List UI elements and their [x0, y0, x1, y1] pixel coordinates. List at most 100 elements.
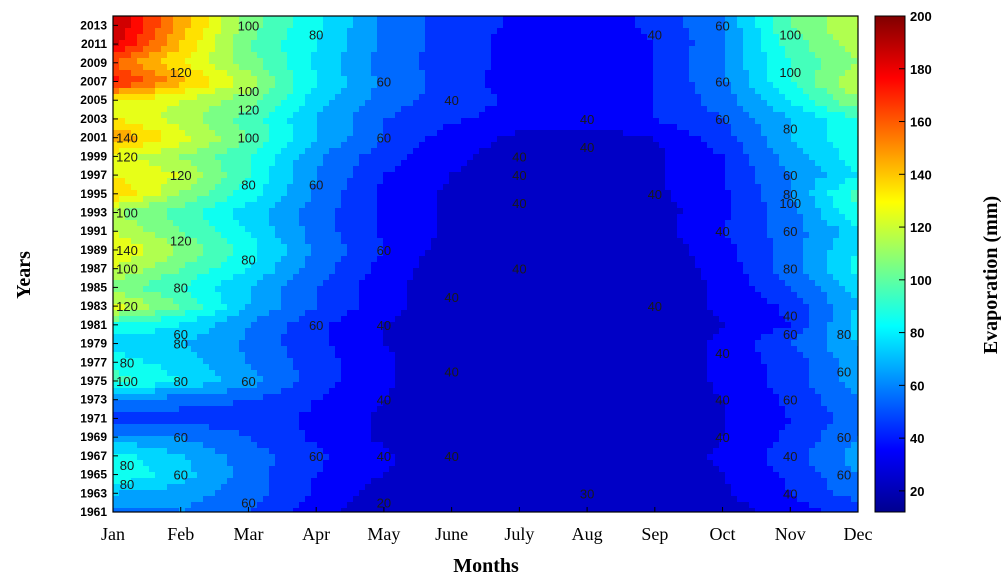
contour-cell [281, 130, 288, 137]
contour-cell [635, 100, 642, 107]
contour-cell [215, 76, 222, 83]
contour-cell [815, 214, 822, 221]
contour-cell [827, 196, 834, 203]
contour-cell [305, 178, 312, 185]
contour-cell [281, 202, 288, 209]
contour-cell [659, 46, 666, 53]
contour-cell [455, 112, 462, 119]
contour-cell [449, 82, 456, 89]
contour-cell [509, 94, 516, 101]
contour-cell [149, 46, 156, 53]
contour-cell [341, 124, 348, 131]
contour-cell [767, 142, 774, 149]
contour-cell [809, 52, 816, 59]
contour-cell [629, 40, 636, 47]
contour-cell [569, 142, 576, 149]
contour-cell [119, 52, 126, 59]
contour-cell [695, 22, 702, 29]
contour-cell [851, 100, 858, 107]
contour-cell [707, 178, 714, 185]
contour-cell [719, 82, 726, 89]
contour-cell [527, 58, 534, 65]
contour-cell [299, 46, 306, 53]
contour-cell [845, 70, 852, 77]
contour-cell [623, 250, 630, 257]
contour-cell [737, 58, 744, 65]
contour-cell [449, 232, 456, 239]
contour-cell [755, 136, 762, 143]
contour-cell [161, 166, 168, 173]
contour-cell [761, 106, 768, 113]
contour-cell [755, 220, 762, 227]
contour-cell [677, 154, 684, 161]
contour-cell [443, 250, 450, 257]
contour-cell [455, 220, 462, 227]
contour-cell [509, 76, 516, 83]
contour-cell [509, 226, 516, 233]
contour-cell [845, 46, 852, 53]
contour-cell [443, 244, 450, 251]
contour-cell [173, 34, 180, 41]
contour-cell [467, 136, 474, 143]
contour-cell [719, 64, 726, 71]
contour-cell [659, 142, 666, 149]
contour-cell [185, 82, 192, 89]
contour-cell [719, 178, 726, 185]
contour-cell [635, 124, 642, 131]
contour-cell [443, 190, 450, 197]
contour-cell [557, 28, 564, 35]
contour-cell [743, 178, 750, 185]
contour-cell [275, 220, 282, 227]
contour-cell [671, 52, 678, 59]
contour-cell [233, 40, 240, 47]
contour-cell [623, 118, 630, 125]
contour-cell [701, 142, 708, 149]
contour-cell [491, 142, 498, 149]
contour-cell [599, 154, 606, 161]
contour-cell [713, 208, 720, 215]
contour-cell [473, 166, 480, 173]
contour-cell [827, 250, 834, 257]
contour-cell [641, 202, 648, 209]
contour-cell [221, 178, 228, 185]
contour-cell [479, 34, 486, 41]
contour-cell [677, 52, 684, 59]
contour-cell [821, 232, 828, 239]
contour-cell [425, 232, 432, 239]
contour-cell [797, 100, 804, 107]
contour-cell [827, 64, 834, 71]
contour-cell [473, 94, 480, 101]
contour-cell [551, 196, 558, 203]
contour-cell [185, 154, 192, 161]
contour-cell [581, 46, 588, 53]
contour-cell [569, 148, 576, 155]
contour-cell [797, 190, 804, 197]
contour-cell [173, 196, 180, 203]
contour-cell [335, 16, 342, 23]
contour-cell [533, 118, 540, 125]
contour-cell [275, 22, 282, 29]
contour-cell [455, 214, 462, 221]
contour-cell [287, 142, 294, 149]
contour-cell [833, 16, 840, 23]
contour-cell [515, 100, 522, 107]
contour-cell [263, 214, 270, 221]
contour-cell [413, 34, 420, 41]
contour-cell [479, 136, 486, 143]
contour-cell [653, 94, 660, 101]
contour-cell [209, 244, 216, 251]
contour-cell [575, 118, 582, 125]
contour-cell [263, 118, 270, 125]
contour-cell [851, 88, 858, 95]
contour-cell [413, 40, 420, 47]
contour-cell [647, 142, 654, 149]
contour-cell [617, 148, 624, 155]
contour-cell [161, 70, 168, 77]
contour-cell [143, 76, 150, 83]
contour-cell [551, 148, 558, 155]
contour-cell [695, 202, 702, 209]
contour-fill [113, 16, 858, 512]
contour-cell [827, 88, 834, 95]
contour-cell [341, 40, 348, 47]
contour-cell [803, 118, 810, 125]
